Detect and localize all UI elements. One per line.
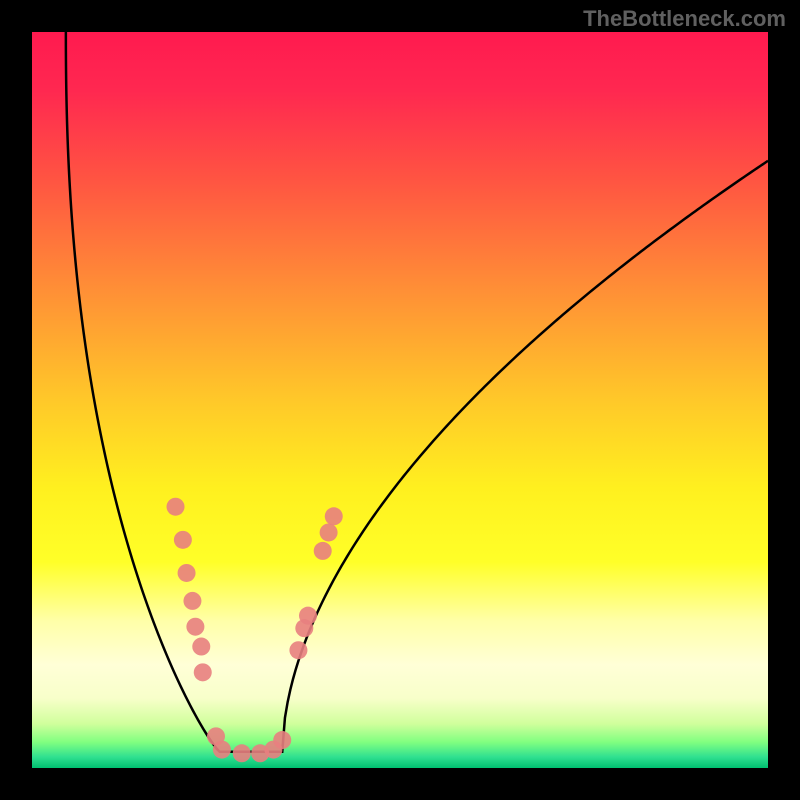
watermark-text: TheBottleneck.com [583,6,786,32]
chart-svg [32,32,768,768]
scatter-point [325,507,343,525]
scatter-point [183,592,201,610]
scatter-point [320,523,338,541]
scatter-point [314,542,332,560]
scatter-point [233,744,251,762]
scatter-point [194,663,212,681]
plot-area [32,32,768,768]
gradient-background [32,32,768,768]
scatter-point [299,607,317,625]
scatter-point [289,641,307,659]
scatter-point [178,564,196,582]
scatter-point [213,741,231,759]
chart-root: TheBottleneck.com [0,0,800,800]
scatter-point [186,618,204,636]
scatter-point [174,531,192,549]
scatter-point [167,498,185,516]
scatter-point [192,638,210,656]
scatter-point [273,731,291,749]
